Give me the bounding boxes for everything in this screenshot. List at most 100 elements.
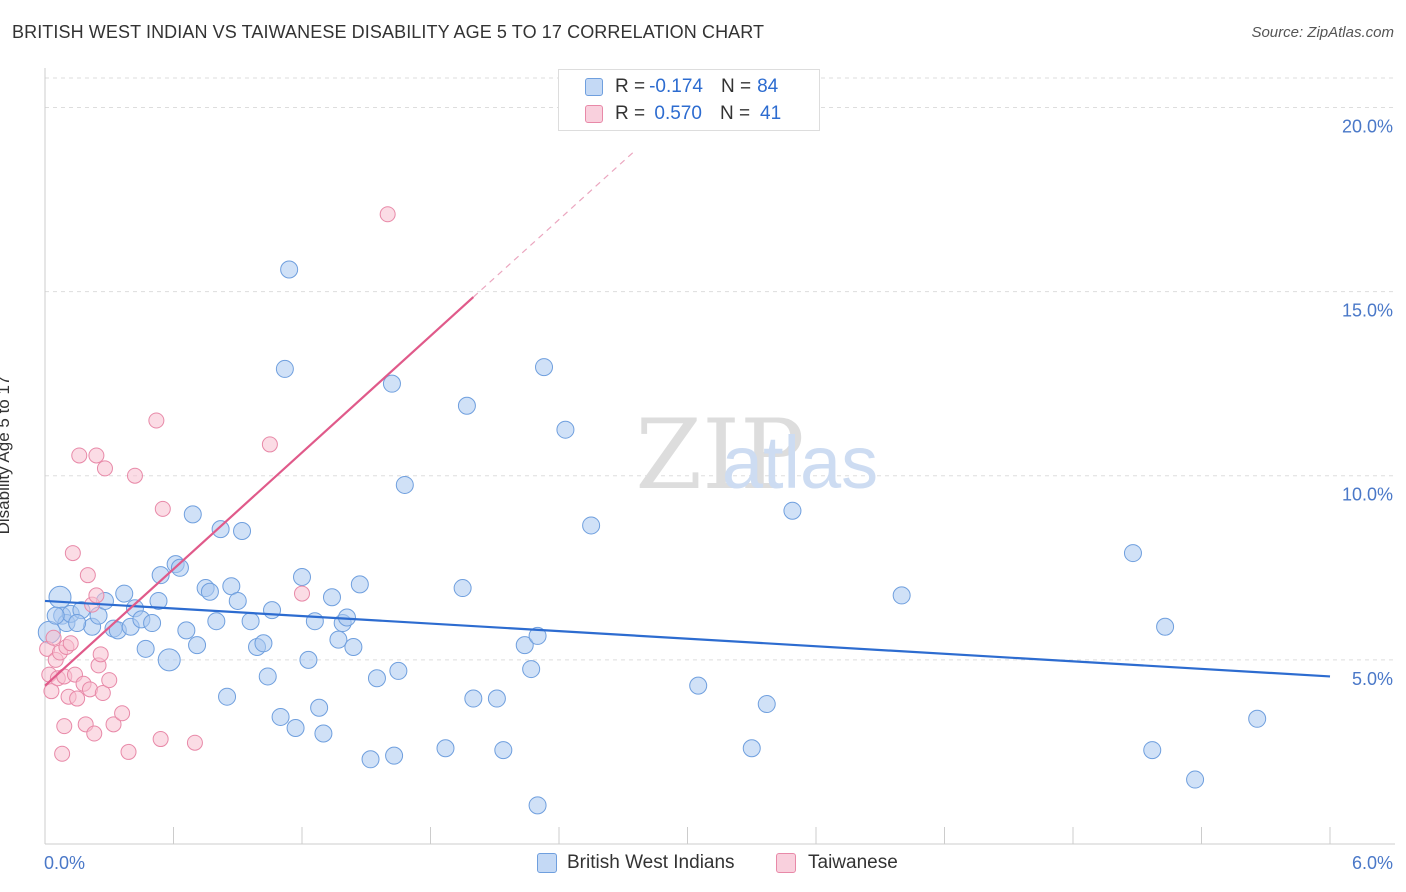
point-british-west-indians [280, 260, 299, 279]
point-taiwanese [120, 743, 137, 760]
point-british-west-indians [218, 687, 237, 706]
point-british-west-indians [1143, 741, 1162, 760]
point-british-west-indians [457, 396, 476, 415]
point-taiwanese [71, 447, 88, 464]
point-british-west-indians [228, 591, 247, 610]
point-taiwanese [43, 683, 60, 700]
legend-r-label: R = [615, 76, 646, 97]
legend-n-value: 84 [757, 76, 779, 97]
point-british-west-indians [188, 636, 207, 655]
point-taiwanese [96, 460, 113, 477]
point-british-west-indians [515, 636, 534, 655]
point-british-west-indians [522, 660, 541, 679]
point-british-west-indians [464, 689, 483, 708]
scatter-points [37, 206, 1267, 815]
legend-n-label: N = [720, 76, 752, 97]
series-label: British West Indians [567, 852, 735, 873]
point-british-west-indians [367, 669, 386, 688]
point-british-west-indians [183, 505, 202, 524]
point-british-west-indians [143, 614, 162, 633]
trend-line-british-west-indians [44, 599, 1331, 678]
series-legend-item-taiwanese: Taiwanese [776, 852, 898, 874]
point-taiwanese [294, 585, 310, 602]
point-taiwanese [154, 500, 171, 517]
point-british-west-indians [389, 661, 408, 680]
point-british-west-indians [757, 695, 776, 714]
point-british-west-indians [48, 585, 72, 609]
point-british-west-indians [582, 516, 601, 535]
point-british-west-indians [151, 566, 170, 585]
legend-r-label: R = [615, 103, 646, 124]
point-british-west-indians [494, 741, 513, 760]
point-british-west-indians [258, 667, 277, 686]
y-tick-label: 15.0% [1342, 301, 1393, 321]
point-taiwanese [379, 206, 396, 223]
point-taiwanese [94, 685, 111, 702]
point-british-west-indians [1156, 617, 1175, 636]
point-british-west-indians [286, 718, 305, 737]
point-taiwanese [69, 690, 86, 707]
point-british-west-indians [535, 358, 554, 377]
point-british-west-indians [436, 739, 455, 758]
axes [44, 68, 1395, 845]
axis-ticks: 5.0% 10.0% 15.0% 20.0% 0.0% 6.0% [44, 116, 1393, 873]
point-taiwanese [86, 725, 103, 742]
point-british-west-indians [149, 591, 168, 610]
trend-lines [44, 151, 1331, 687]
point-taiwanese [79, 567, 96, 584]
y-tick-label: 10.0% [1342, 485, 1393, 505]
point-british-west-indians [200, 582, 219, 601]
point-british-west-indians [299, 650, 318, 669]
point-british-west-indians [783, 501, 802, 520]
y-tick-label: 20.0% [1342, 116, 1393, 136]
point-taiwanese [64, 545, 81, 562]
point-taiwanese [261, 436, 278, 453]
point-taiwanese [186, 734, 203, 751]
point-british-west-indians [322, 588, 341, 607]
point-taiwanese [88, 587, 105, 604]
point-british-west-indians [1248, 709, 1267, 728]
point-taiwanese [56, 718, 73, 735]
point-british-west-indians [395, 475, 414, 494]
source-label: Source: ZipAtlas.com [1251, 24, 1394, 41]
point-british-west-indians [177, 621, 196, 640]
point-british-west-indians [170, 558, 189, 577]
legend-swatch-pink [585, 105, 603, 123]
point-british-west-indians [207, 612, 226, 631]
point-british-west-indians [310, 698, 329, 717]
point-british-west-indians [361, 750, 380, 769]
point-taiwanese [54, 745, 71, 762]
point-british-west-indians [314, 724, 333, 743]
point-british-west-indians [453, 579, 472, 598]
point-taiwanese [88, 447, 105, 464]
point-taiwanese [152, 731, 169, 748]
point-british-west-indians [350, 575, 369, 594]
legend-n-label: N = [719, 103, 751, 124]
point-british-west-indians [329, 630, 348, 649]
point-taiwanese [114, 705, 131, 722]
legend-swatch-blue [585, 78, 603, 96]
legend-r-value: -0.174 [649, 76, 703, 97]
chart-title: BRITISH WEST INDIAN VS TAIWANESE DISABIL… [12, 22, 765, 42]
x-tick-label-max: 6.0% [1352, 853, 1393, 873]
point-british-west-indians [233, 521, 252, 540]
point-taiwanese [101, 672, 118, 689]
point-british-west-indians [344, 637, 363, 656]
point-british-west-indians [46, 606, 65, 625]
point-british-west-indians [742, 739, 761, 758]
point-british-west-indians [275, 359, 294, 378]
series-swatch-blue [537, 853, 557, 873]
trend-line-taiwanese [44, 296, 475, 687]
point-british-west-indians [263, 601, 282, 620]
point-taiwanese [45, 629, 62, 646]
point-taiwanese [62, 635, 79, 652]
point-british-west-indians [211, 520, 230, 539]
point-british-west-indians [689, 676, 708, 695]
point-british-west-indians [293, 568, 311, 587]
point-british-west-indians [385, 746, 404, 765]
point-british-west-indians [68, 614, 87, 633]
trend-line-taiwanese-extension [472, 151, 635, 298]
point-british-west-indians [487, 689, 506, 708]
point-taiwanese [105, 716, 122, 733]
